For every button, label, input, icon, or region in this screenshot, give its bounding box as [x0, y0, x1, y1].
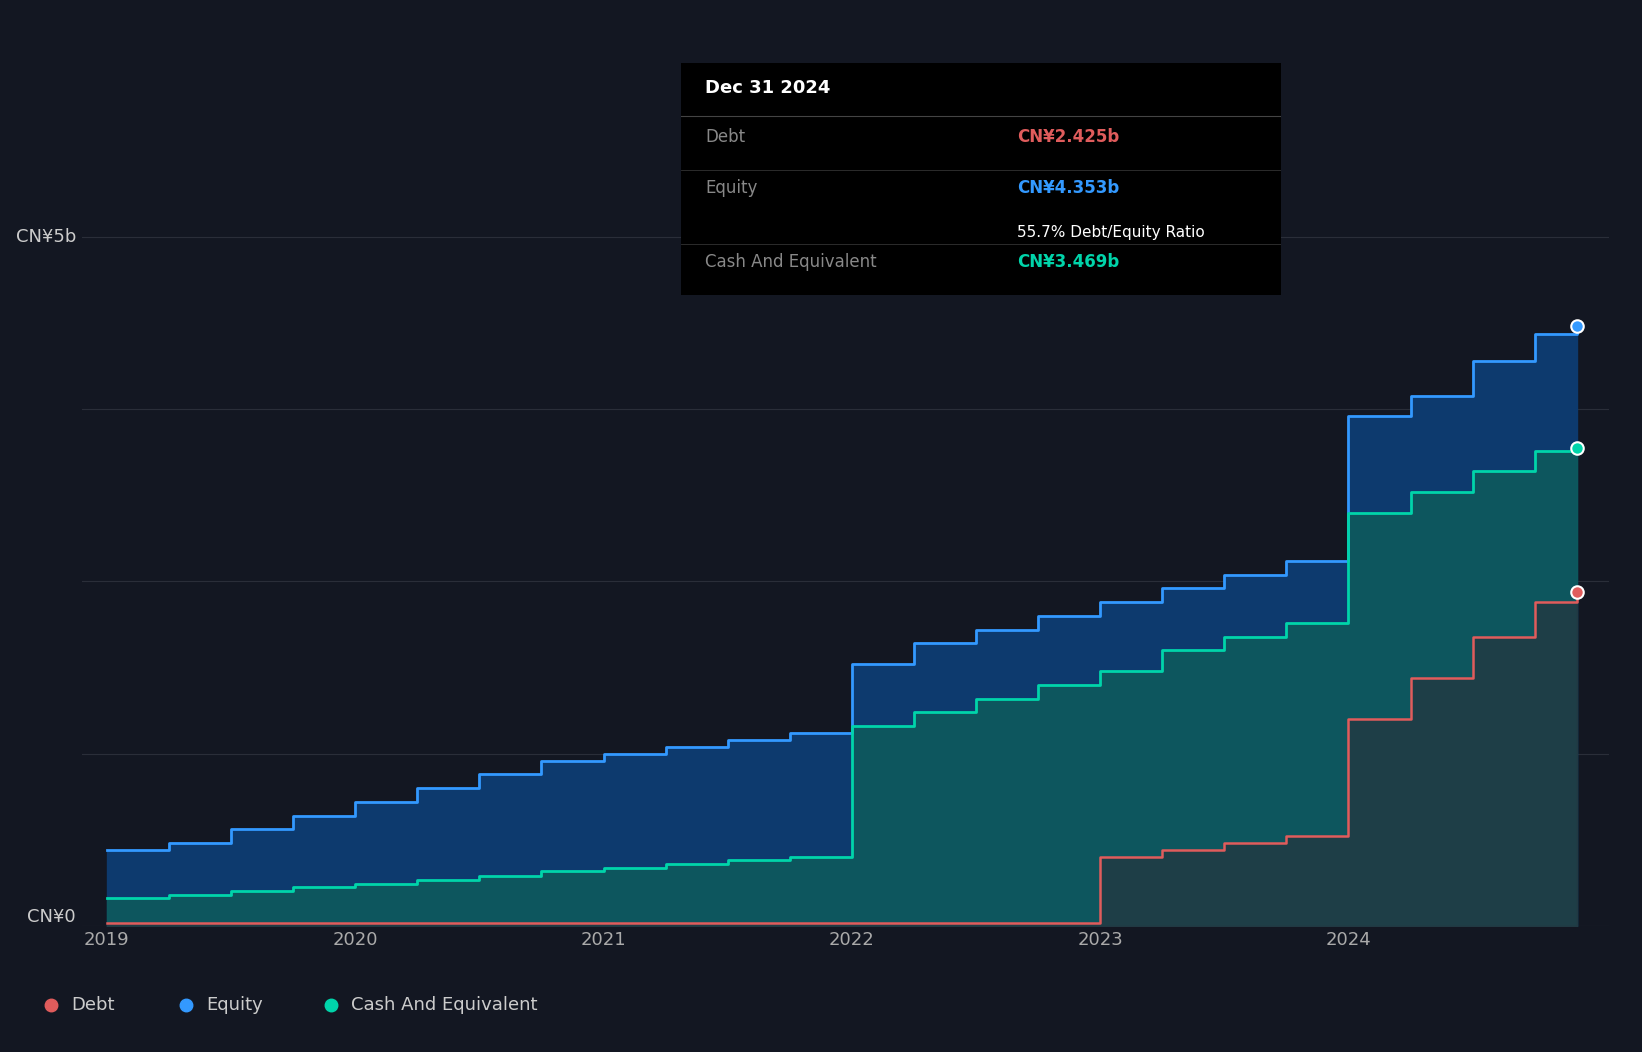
Text: CN¥4.353b: CN¥4.353b — [1016, 179, 1120, 197]
Text: 55.7% Debt/Equity Ratio: 55.7% Debt/Equity Ratio — [1016, 225, 1205, 240]
Text: Cash And Equivalent: Cash And Equivalent — [706, 252, 877, 271]
Text: CN¥5b: CN¥5b — [16, 228, 76, 246]
Text: CN¥0: CN¥0 — [28, 908, 76, 926]
Text: CN¥3.469b: CN¥3.469b — [1016, 252, 1120, 271]
Text: CN¥2.425b: CN¥2.425b — [1016, 128, 1120, 146]
Text: Cash And Equivalent: Cash And Equivalent — [351, 995, 537, 1014]
Text: Equity: Equity — [207, 995, 263, 1014]
Text: Debt: Debt — [71, 995, 115, 1014]
Text: Debt: Debt — [706, 128, 745, 146]
Text: Equity: Equity — [706, 179, 757, 197]
Text: Dec 31 2024: Dec 31 2024 — [706, 79, 831, 98]
